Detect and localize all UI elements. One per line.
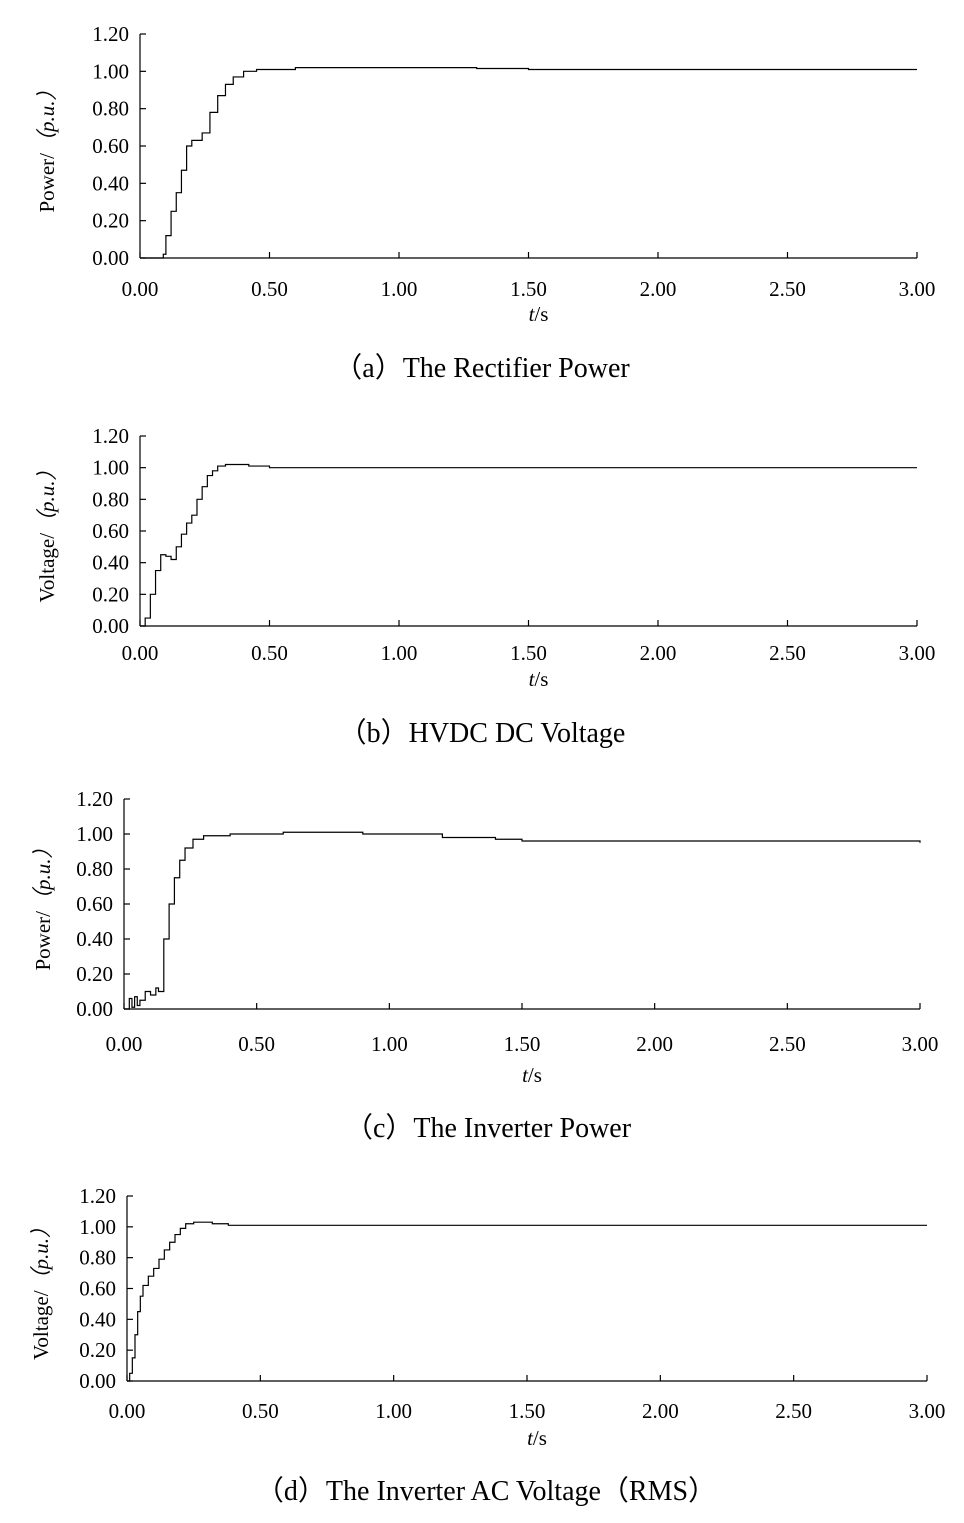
y-axis-quantity: Voltage/ bbox=[29, 1290, 53, 1360]
y-tick-label: 0.20 bbox=[92, 582, 129, 606]
x-tick-label: 0.50 bbox=[251, 277, 288, 301]
x-tick-label: 2.00 bbox=[640, 641, 677, 665]
x-axis-var: t bbox=[529, 667, 536, 691]
y-tick-label: 0.80 bbox=[79, 1246, 116, 1270]
x-axis-unit: /s bbox=[533, 1426, 547, 1450]
x-tick-label: 2.00 bbox=[640, 277, 677, 301]
y-tick-label: 0.60 bbox=[92, 134, 129, 158]
y-tick-label: 0.20 bbox=[79, 1338, 116, 1362]
x-tick-label: 1.00 bbox=[375, 1399, 412, 1423]
y-tick-label: 0.80 bbox=[92, 97, 129, 121]
series-line-0 bbox=[140, 67, 917, 259]
x-tick-label: 2.50 bbox=[775, 1399, 812, 1423]
y-axis-title: Power/（p.u.） bbox=[31, 838, 55, 971]
y-axis-quantity: Power/ bbox=[31, 911, 55, 971]
y-tick-label: 0.80 bbox=[92, 487, 129, 511]
chart-caption: （b）HVDC DC Voltage bbox=[339, 717, 626, 749]
x-tick-label: 1.00 bbox=[381, 277, 418, 301]
y-axis-unit: （p.u.） bbox=[35, 459, 59, 533]
y-tick-label: 0.00 bbox=[92, 246, 129, 270]
y-tick-label: 0.00 bbox=[92, 614, 129, 638]
x-tick-label: 3.00 bbox=[902, 1032, 939, 1056]
y-tick-label: 0.40 bbox=[76, 927, 113, 951]
x-axis-title: t/s bbox=[529, 667, 549, 691]
x-tick-label: 2.50 bbox=[769, 1032, 806, 1056]
y-tick-label: 1.00 bbox=[92, 456, 129, 480]
chart-caption: （d）The Inverter AC Voltage（RMS） bbox=[256, 1475, 716, 1507]
x-tick-label: 0.00 bbox=[109, 1399, 146, 1423]
x-axis-unit: /s bbox=[534, 667, 548, 691]
y-tick-label: 1.00 bbox=[92, 59, 129, 83]
x-tick-label: 2.50 bbox=[769, 641, 806, 665]
x-axis-title: t/s bbox=[522, 1063, 542, 1087]
y-axis-title: Voltage/（p.u.） bbox=[35, 459, 59, 602]
y-tick-label: 0.40 bbox=[79, 1307, 116, 1331]
chart-panel-2: 0.00 0.20 0.40 0.60 0.80 1.00 1.20 0.00 0.50 1.00… bbox=[31, 787, 938, 1144]
y-tick-label: 0.40 bbox=[92, 171, 129, 195]
x-tick-label: 2.00 bbox=[642, 1399, 679, 1423]
x-tick-label: 0.50 bbox=[242, 1399, 279, 1423]
x-tick-label: 0.00 bbox=[122, 641, 159, 665]
y-tick-label: 1.20 bbox=[92, 424, 129, 448]
x-tick-label: 0.00 bbox=[106, 1032, 143, 1056]
x-tick-label: 1.50 bbox=[510, 641, 547, 665]
y-axis-unit: （p.u.） bbox=[35, 80, 59, 154]
x-tick-label: 3.00 bbox=[909, 1399, 946, 1423]
x-tick-label: 2.50 bbox=[769, 277, 806, 301]
x-tick-label: 1.50 bbox=[504, 1032, 541, 1056]
x-axis-var: t bbox=[529, 302, 536, 326]
y-tick-label: 0.20 bbox=[92, 209, 129, 233]
x-axis-title: t/s bbox=[529, 302, 549, 326]
y-tick-label: 1.00 bbox=[76, 822, 113, 846]
y-tick-label: 0.80 bbox=[76, 857, 113, 881]
y-tick-label: 0.60 bbox=[92, 519, 129, 543]
x-axis-title: t/s bbox=[527, 1426, 547, 1450]
y-tick-label: 0.00 bbox=[79, 1369, 116, 1393]
chart-panel-0: 0.00 0.20 0.40 0.60 0.80 1.00 1.20 0.00 0.50 1.00… bbox=[35, 22, 935, 384]
x-tick-label: 1.50 bbox=[510, 277, 547, 301]
series-line-0 bbox=[140, 463, 917, 627]
y-tick-label: 0.40 bbox=[92, 551, 129, 575]
y-tick-label: 1.20 bbox=[76, 787, 113, 811]
y-axis-unit: （p.u.） bbox=[31, 838, 55, 912]
y-tick-label: 0.00 bbox=[76, 997, 113, 1021]
x-axis-unit: /s bbox=[534, 302, 548, 326]
x-tick-label: 3.00 bbox=[899, 277, 936, 301]
series-line-0 bbox=[127, 1221, 927, 1382]
x-tick-label: 1.00 bbox=[381, 641, 418, 665]
y-axis-quantity: Voltage/ bbox=[35, 533, 59, 603]
x-tick-label: 2.00 bbox=[636, 1032, 673, 1056]
y-axis-quantity: Power/ bbox=[35, 153, 59, 213]
x-tick-label: 1.50 bbox=[509, 1399, 546, 1423]
x-tick-label: 0.50 bbox=[238, 1032, 275, 1056]
x-axis-unit: /s bbox=[528, 1063, 542, 1087]
y-tick-label: 0.20 bbox=[76, 962, 113, 986]
chart-caption: （c）The Inverter Power bbox=[345, 1112, 632, 1144]
y-axis-unit: （p.u.） bbox=[29, 1217, 53, 1291]
chart-panel-1: 0.00 0.20 0.40 0.60 0.80 1.00 1.20 0.00 0.50 1.00… bbox=[35, 424, 935, 749]
y-tick-label: 0.60 bbox=[76, 892, 113, 916]
series-line-0 bbox=[124, 831, 921, 1010]
x-axis-var: t bbox=[527, 1426, 534, 1450]
y-tick-label: 1.20 bbox=[79, 1184, 116, 1208]
chart-caption: （a）The Rectifier Power bbox=[334, 352, 630, 384]
chart-panel-3: 0.00 0.20 0.40 0.60 0.80 1.00 1.20 0.00 0.50 1.00… bbox=[29, 1184, 945, 1507]
x-tick-label: 0.00 bbox=[122, 277, 159, 301]
x-tick-label: 3.00 bbox=[899, 641, 936, 665]
x-axis-var: t bbox=[522, 1063, 529, 1087]
y-tick-label: 1.00 bbox=[79, 1215, 116, 1239]
y-tick-label: 0.60 bbox=[79, 1277, 116, 1301]
y-tick-label: 1.20 bbox=[92, 22, 129, 46]
x-tick-label: 0.50 bbox=[251, 641, 288, 665]
x-tick-label: 1.00 bbox=[371, 1032, 408, 1056]
y-axis-title: Voltage/（p.u.） bbox=[29, 1217, 53, 1360]
y-axis-title: Power/（p.u.） bbox=[35, 80, 59, 213]
